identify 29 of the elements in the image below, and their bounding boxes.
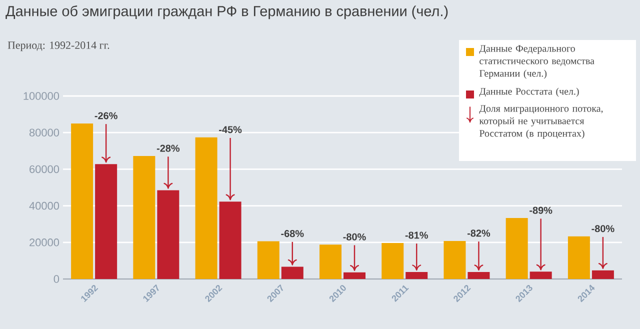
bar <box>320 244 342 279</box>
legend-label: Данные Федерального статистического ведомства Германии (чел.) <box>479 45 594 79</box>
bar <box>133 156 156 279</box>
bar <box>71 123 94 279</box>
y-tick-label: 100000 <box>24 92 60 100</box>
legend-label: Данные Росстата (чел.) <box>479 88 579 97</box>
bar <box>568 236 590 279</box>
bar <box>195 137 218 279</box>
bar <box>506 218 528 279</box>
bar <box>382 242 404 279</box>
chart-title: Данные об эмиграции граждан РФ в Германию в сравнении (чел.) <box>6 6 448 20</box>
y-tick-label: 40000 <box>29 202 60 210</box>
annotation: -28% <box>156 144 180 152</box>
y-tick-label: 20000 <box>30 238 60 246</box>
annotation: Доля миграционного потока, который не учитывается Росстатом (в процентах) <box>479 105 603 139</box>
annotation: -80% <box>343 233 366 240</box>
y-tick-label: 80000 <box>29 128 60 136</box>
annotation: -80% <box>592 225 614 232</box>
annotation: -68% <box>281 230 304 238</box>
annotation: -45% <box>219 126 242 134</box>
y-tick-label: 0 <box>54 275 60 283</box>
y-tick-label: 60000 <box>30 165 60 174</box>
chart-subtitle: Период: 1992-2014 гг. <box>8 42 110 52</box>
bar <box>257 241 280 279</box>
annotation: -81% <box>405 232 428 239</box>
annotation: -89% <box>530 206 552 214</box>
annotation: -26% <box>94 112 118 120</box>
annotation: -82% <box>467 230 490 237</box>
bar <box>444 240 466 279</box>
